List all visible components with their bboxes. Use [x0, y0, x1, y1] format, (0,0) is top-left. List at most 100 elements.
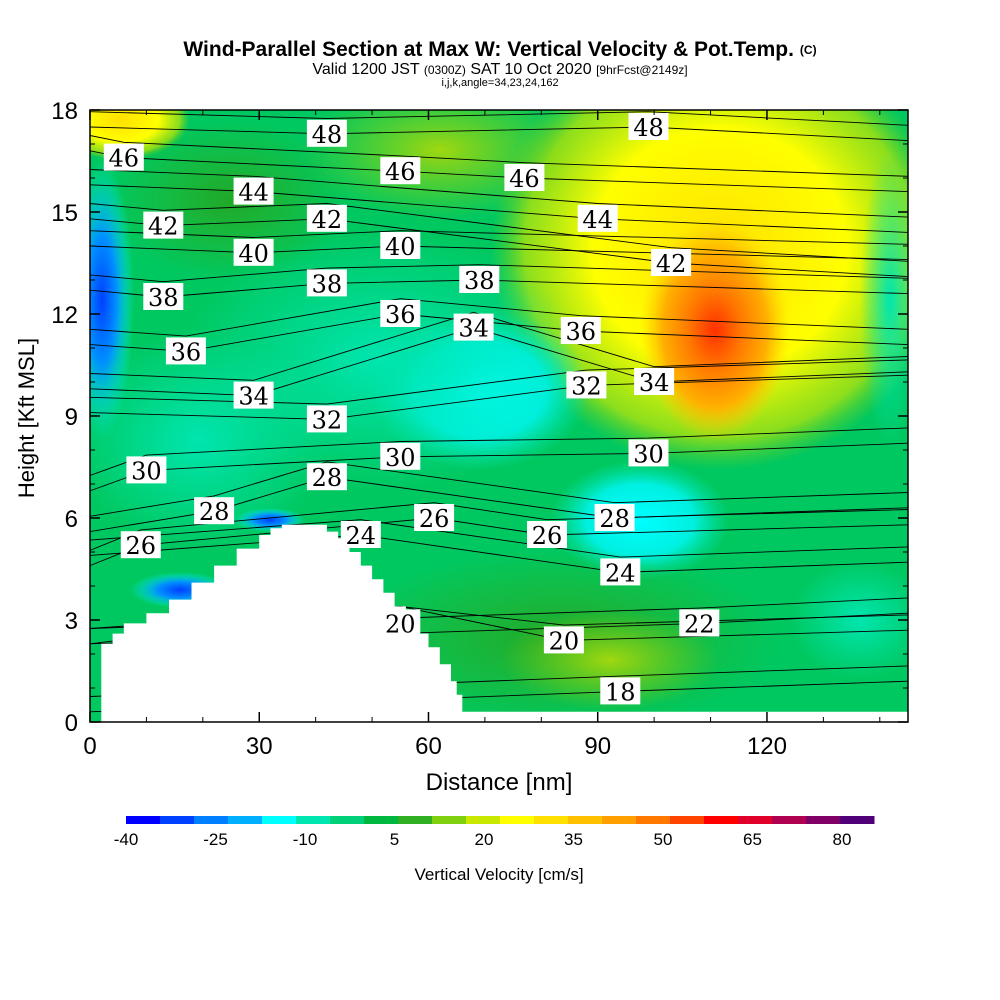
contour-label: 26 [120, 531, 161, 560]
contour-label: 30 [126, 456, 167, 485]
contour-label: 42 [651, 249, 692, 278]
contour-line-32 [90, 374, 908, 420]
contour-label-text: 24 [605, 559, 636, 587]
field-cyan-lower [550, 460, 730, 580]
contour-label: 28 [194, 497, 235, 526]
contour-label-box [453, 313, 494, 341]
contour-label-box [679, 609, 720, 637]
contour-label-box [306, 204, 347, 232]
y-tick-label: 6 [65, 506, 78, 533]
contour-label-text: 46 [109, 145, 140, 173]
contour-line-29 [90, 461, 908, 517]
x-tick-label: 90 [584, 733, 611, 760]
colorbar-swatch [602, 816, 637, 824]
colorbar: -40 -25 -10 5 20 35 50 65 80 [114, 816, 875, 849]
terrain [90, 524, 908, 723]
colorbar-swatch [500, 816, 535, 824]
contour-label-text: 48 [312, 121, 343, 149]
colorbar-swatch [432, 816, 467, 824]
contour-label: 46 [103, 143, 144, 173]
contour-label-box [600, 677, 641, 705]
contour-label-text: 22 [684, 610, 715, 638]
contour-label-text: 40 [385, 233, 416, 261]
y-tick-label: 0 [65, 710, 78, 737]
contour-label-text: 30 [385, 444, 416, 472]
title-mark: (C) [799, 43, 817, 57]
x-tick-label: 0 [83, 733, 96, 760]
chart-title-text: Wind-Parallel Section at Max W: Vertical… [183, 38, 794, 61]
colorbar-swatch [330, 816, 365, 824]
contour-label-text: 38 [312, 270, 343, 298]
contour-label-text: 36 [566, 318, 597, 346]
colorbar-swatch [704, 816, 739, 824]
colorbar-tick-label: 20 [475, 830, 494, 849]
contour-label: 28 [306, 463, 347, 492]
contour-label: 38 [306, 269, 347, 298]
contour-label-box [380, 609, 421, 637]
contour-label: 18 [600, 677, 641, 706]
contour-label-text: 26 [532, 522, 563, 550]
colorbar-swatch [772, 816, 807, 824]
colorbar-swatch [398, 816, 433, 824]
contour-line-47 [90, 135, 908, 177]
field-upper-mid-lime [300, 110, 580, 220]
title-block: Wind-Parallel Section at Max W: Vertical… [0, 38, 1000, 89]
contour-label: 34 [453, 313, 494, 343]
contour-label-box [233, 381, 274, 409]
contour-label-text: 20 [549, 627, 580, 655]
contour-label-box [459, 266, 500, 293]
colorbar-swatch [534, 816, 569, 824]
colorbar-swatch [296, 816, 331, 824]
contour-label: 32 [306, 405, 347, 434]
contour-label: 48 [628, 113, 669, 142]
contour-label: 38 [459, 266, 500, 295]
field-right-lower-teal [790, 560, 908, 680]
contour-label-box [600, 558, 641, 586]
colorbar-swatch [738, 816, 773, 824]
contour-line-39 [90, 264, 908, 283]
contour-label-text: 38 [148, 284, 179, 312]
contour-label-text: 24 [346, 522, 377, 550]
contour-line-33 [90, 359, 908, 405]
contour-label-text: 28 [199, 498, 230, 526]
contour-label-text: 26 [419, 505, 450, 533]
contour-label: 28 [594, 504, 635, 533]
colorbar-swatch [840, 816, 875, 824]
contour-label-box [143, 283, 184, 310]
contour-label-box [194, 497, 235, 525]
contour-label: 26 [527, 521, 567, 550]
contour-labels: 48 48 46 46 46 44 44 42 42 42 40 40 38 38 38 36 36 36 34 34… [103, 113, 720, 706]
contour-label-text: 42 [148, 213, 179, 241]
contour-label: 36 [380, 300, 421, 329]
contour-label-box [380, 442, 421, 470]
contour-line-45 [90, 169, 908, 218]
contour-label-box [577, 204, 618, 232]
contour-label: 36 [165, 337, 206, 366]
colorbar-tick-label: 80 [833, 830, 852, 849]
contour-label-text: 42 [656, 250, 687, 278]
contour-label-text: 28 [312, 464, 343, 492]
colorbar-swatch [228, 816, 263, 824]
contour-line-49 [90, 111, 908, 126]
contour-label: 32 [566, 371, 607, 400]
colorbar-swatch [806, 816, 841, 824]
contour-label-text: 36 [171, 338, 202, 366]
y-axis-title: Height [Kft MSL] [14, 338, 39, 498]
contour-label: 36 [560, 317, 601, 346]
colorbar-label: Vertical Velocity [cm/s] [414, 865, 583, 884]
subtitle-utc: (0300Z) [423, 63, 466, 77]
colorbar-swatch [160, 816, 195, 824]
contour-label: 20 [543, 626, 584, 655]
contour-label-text: 30 [131, 457, 162, 485]
field-right-side-teal [860, 150, 908, 450]
chart-params: i,j,k,angle=34,23,24,162 [441, 77, 559, 89]
contour-label-text: 34 [639, 369, 670, 397]
contour-label: 38 [143, 283, 184, 312]
subtitle-date: SAT 10 Oct 2020 [470, 61, 592, 78]
contour-label-text: 46 [385, 158, 416, 186]
colorbar-swatch [466, 816, 501, 824]
x-axis: 0 30 60 90 120 [83, 110, 881, 760]
contour-label-box [103, 143, 144, 171]
